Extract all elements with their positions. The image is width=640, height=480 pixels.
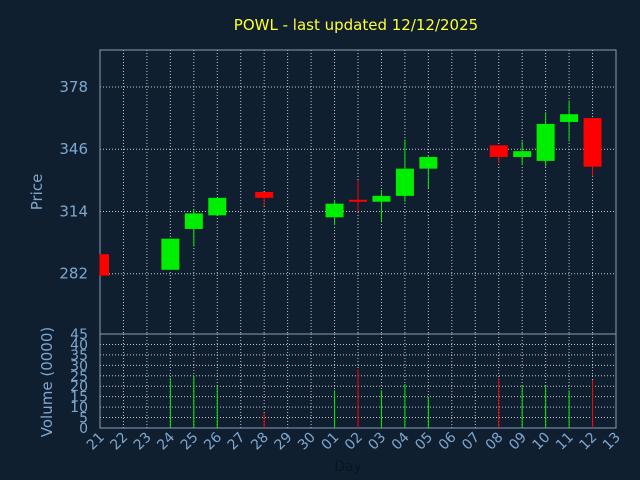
candle-05 — [419, 155, 438, 189]
volume-axis-label: Volume (0000) — [38, 327, 56, 437]
candle-09 — [513, 141, 532, 165]
candle-02 — [349, 180, 367, 212]
candle-21 — [99, 254, 109, 276]
volume-tick-label: 25 — [70, 369, 88, 385]
candle-body — [184, 213, 203, 229]
candle-body — [208, 197, 227, 216]
volume-tick-label: 40 — [70, 337, 88, 353]
volume-tick-label: 0 — [79, 421, 88, 437]
price-tick-label: 346 — [59, 140, 88, 158]
candle-body — [419, 156, 438, 169]
candle-08 — [489, 145, 508, 163]
price-tick-label: 282 — [59, 265, 88, 283]
candle-28 — [255, 192, 274, 206]
x-axis-label: Day — [334, 459, 362, 475]
volume-tick-label: 15 — [70, 390, 88, 406]
candle-body — [395, 168, 414, 196]
candle-01 — [325, 199, 344, 226]
price-tick-label: 378 — [59, 78, 88, 96]
volume-tick-label: 10 — [70, 400, 88, 416]
candle-body — [372, 195, 391, 202]
candle-26 — [208, 197, 227, 216]
volume-tick-label: 35 — [70, 348, 88, 364]
candle-body — [255, 192, 274, 198]
volume-tick-label: 45 — [70, 327, 88, 343]
candle-body — [560, 114, 579, 122]
candle-body — [489, 145, 508, 157]
price-axis-label: Price — [28, 174, 46, 211]
candle-body — [513, 151, 532, 157]
candle-25 — [184, 209, 203, 247]
candle-body — [583, 118, 602, 167]
candle-04 — [395, 139, 414, 202]
volume-tick-label: 30 — [70, 358, 88, 374]
price-tick-label: 314 — [59, 202, 88, 220]
candle-body — [100, 254, 109, 276]
candle-body — [325, 203, 344, 218]
candle-10 — [536, 112, 555, 167]
candle-12 — [583, 118, 602, 177]
candle-body — [349, 199, 367, 202]
candle-24 — [161, 238, 180, 270]
volume-tick-label: 5 — [79, 411, 88, 427]
candle-body — [536, 123, 555, 161]
chart-title: POWL - last updated 12/12/2025 — [234, 16, 478, 34]
candle-03 — [372, 190, 391, 222]
candle-body — [161, 238, 180, 270]
volume-tick-label: 20 — [70, 379, 88, 395]
candle-11 — [560, 100, 579, 142]
